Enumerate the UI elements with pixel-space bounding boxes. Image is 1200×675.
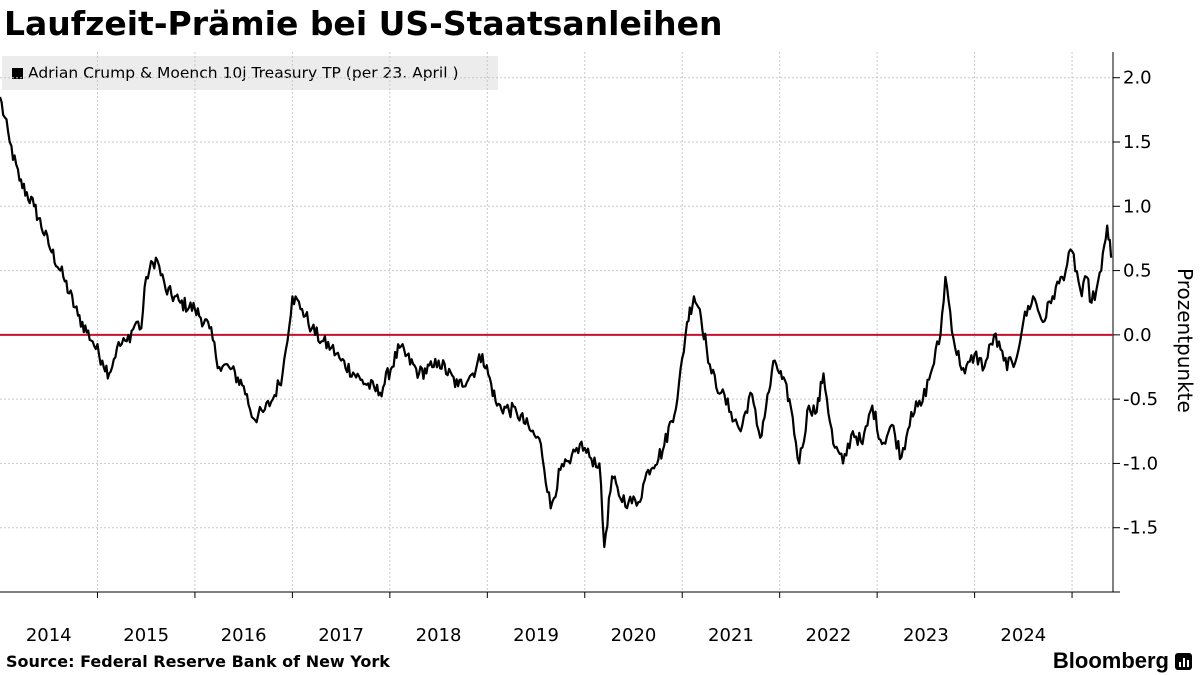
x-tick-label: 2015 [123, 625, 169, 646]
x-tick-label: 2023 [903, 625, 949, 646]
brand-name: Bloomberg [1052, 648, 1169, 673]
x-tick-label: 2021 [708, 625, 754, 646]
x-axis: 2014 2015 2016 2017 2018 2019 2020 2021 2022 2023… [26, 592, 1073, 646]
x-tick-label: 2014 [26, 625, 72, 646]
y-tick-label: -0.5 [1123, 389, 1158, 410]
y-tick-label: -1.0 [1123, 453, 1158, 474]
y-tick-label: 0.0 [1123, 325, 1152, 346]
legend: Adrian Crump & Moench 10j Treasury TP (p… [2, 56, 498, 90]
x-tick-label: 2017 [318, 625, 364, 646]
source-note: Source: Federal Reserve Bank of New York [6, 652, 390, 671]
y-tick-label: 1.0 [1123, 196, 1152, 217]
y-tick-label: 0.5 [1123, 261, 1152, 282]
bloomberg-logo: Bloomberg [1053, 648, 1192, 674]
series-line [0, 96, 1113, 549]
legend-label: Adrian Crump & Moench 10j Treasury TP (p… [28, 64, 459, 82]
x-tick-label: 2020 [611, 625, 657, 646]
terminal-icon [1175, 652, 1192, 670]
y-tick-label: 2.0 [1123, 68, 1152, 89]
x-tick-label: 2018 [416, 625, 462, 646]
y-axis-label: Prozentpunkte [1173, 268, 1197, 413]
y-axis: 2.0 1.5 1.0 0.5 0.0 -0.5 -1.0 -1.5 [0, 52, 1158, 593]
x-tick-label: 2024 [1000, 625, 1046, 646]
gridlines [0, 52, 1113, 592]
legend-swatch [12, 67, 23, 79]
x-tick-label: 2022 [806, 625, 852, 646]
x-tick-label: 2019 [513, 625, 559, 646]
y-tick-label: 1.5 [1123, 132, 1152, 153]
x-tick-label: 2016 [221, 625, 267, 646]
y-tick-label: -1.5 [1123, 518, 1158, 539]
chart-title: Laufzeit-Prämie bei US-Staatsanleihen [4, 4, 723, 43]
